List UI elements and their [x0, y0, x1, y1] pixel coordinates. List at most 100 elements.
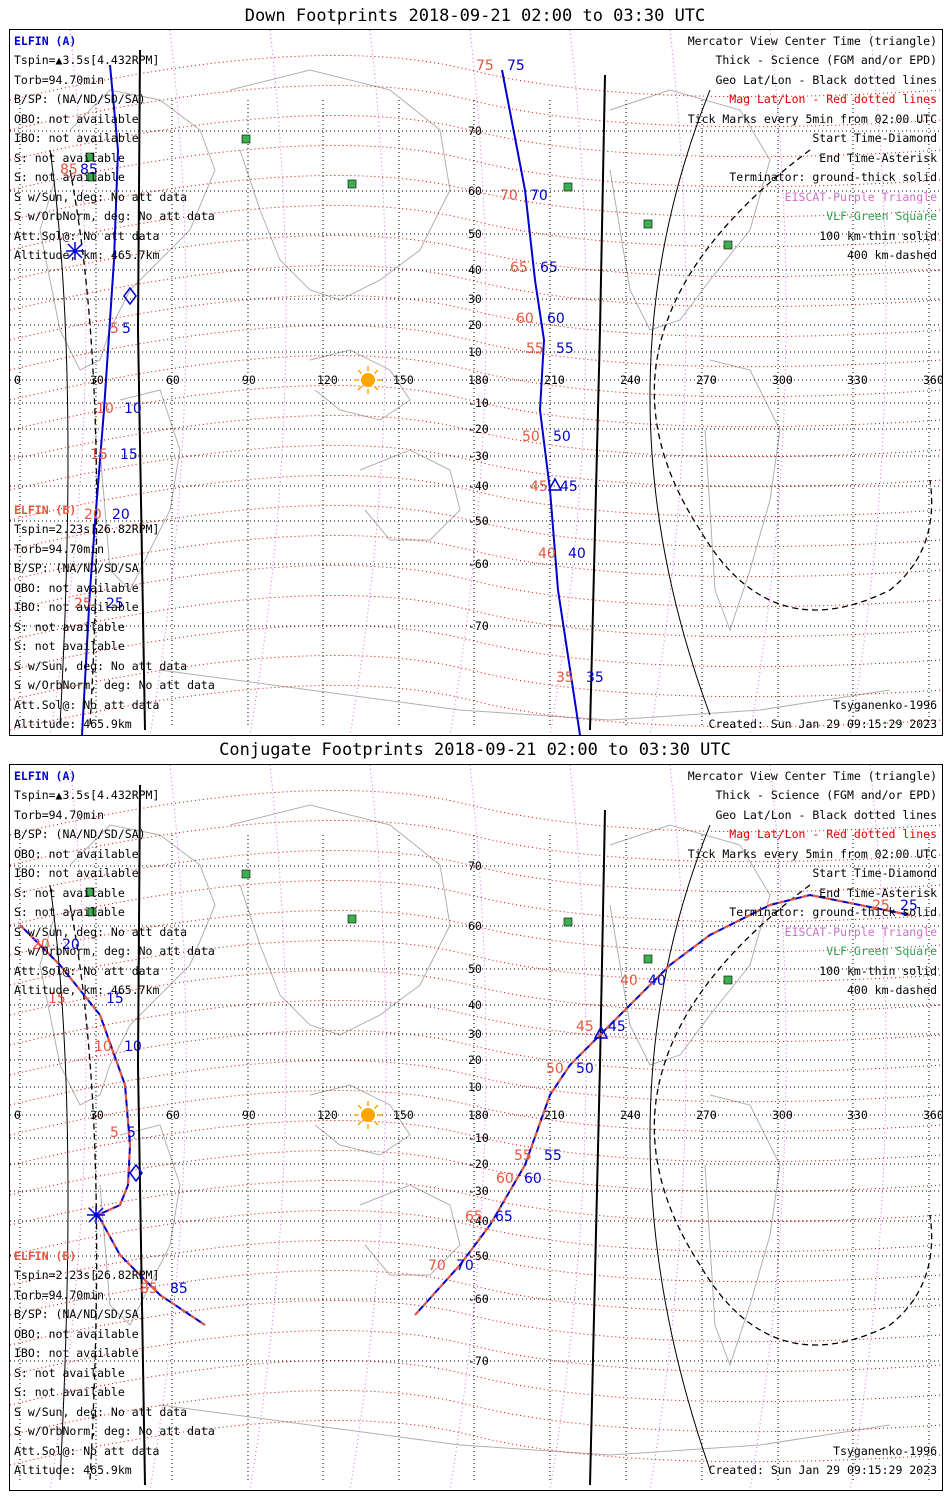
mag-longitude-line: [549, 765, 587, 1490]
latitude-tick-label: -20: [468, 1157, 489, 1171]
track-tick-label: 20: [112, 507, 130, 523]
elfin-b-track-east: [414, 893, 911, 1316]
track-tick-label: 25: [106, 596, 124, 612]
latitude-tick-label: 60: [468, 184, 482, 198]
center-time-triangle: [593, 1025, 609, 1039]
coastline-6: [704, 1094, 781, 1367]
elfin-b-label: ELFIN (B): [14, 1249, 77, 1263]
mag-latitude-line: [10, 879, 942, 926]
track-tick-label: 5: [110, 321, 119, 337]
latitude-tick-label: 20: [468, 318, 482, 332]
track-tick-label: 35: [586, 670, 604, 686]
track-tick-label: 50: [576, 1061, 594, 1077]
longitude-tick-label: 90: [242, 373, 256, 387]
mag-longitude-line: [349, 30, 387, 735]
latitude-tick-label: 70: [468, 124, 482, 138]
panel-title-conjugate: Conjugate Footprints 2018-09-21 02:00 to…: [219, 740, 731, 760]
end-time-asterisk: [87, 1206, 105, 1224]
elfin-b-s1: S: not available: [14, 620, 125, 634]
track-tick-label: 55: [514, 1148, 532, 1164]
coastline-2: [229, 69, 451, 301]
mag-latitude-line: [10, 1179, 942, 1226]
mag-latitude-line: [10, 174, 942, 221]
latitude-tick-label: 50: [468, 227, 482, 241]
longitude-tick-label: 0: [14, 373, 21, 387]
mag-latitude-line: [10, 504, 942, 551]
legend-geo: Geo Lat/Lon - Black dotted lines: [715, 808, 937, 822]
elfin-a-obo: OBO: not available: [14, 112, 139, 126]
mag-latitude-line: [10, 1299, 942, 1346]
map-canvas-down: 0 30 60 90 120 150 180 210 240 270 300 330 360 70 60 50…: [10, 30, 942, 735]
sun-icon: [354, 1101, 382, 1129]
mag-latitude-line: [10, 564, 942, 611]
track-tick-label: 25: [900, 898, 918, 914]
track-tick-label: 40: [620, 973, 638, 989]
terminator-400km-right: [653, 149, 933, 611]
legend-terminator: Terminator: ground-thick solid: [729, 170, 937, 184]
legend-thick: Thick - Science (FGM and/or EPD): [715, 53, 937, 67]
elfin-a-bsp: B/SP: (NA/ND/SD/SA): [14, 92, 146, 106]
track-tick-label: 55: [556, 341, 574, 357]
latitude-tick-label: 30: [468, 1027, 482, 1041]
mag-longitude-line: [249, 765, 287, 1490]
mag-longitude-line: [49, 30, 87, 735]
terminator-400km-right: [653, 884, 933, 1346]
mag-latitude-line: [10, 1059, 942, 1106]
latitude-tick-label: 30: [468, 292, 482, 306]
map-panel-conjugate: 0 30 60 90 120 150 180 210 240 270 300 330 360 70 60 50…: [9, 764, 943, 1491]
latitude-tick-label: 10: [468, 345, 482, 359]
elfin-a-torb: Torb=94.70min: [14, 808, 105, 822]
track-tick-label: 50: [546, 1061, 564, 1077]
track-tick-label: 60: [496, 1171, 514, 1187]
elfin-a-track-east: [501, 69, 581, 735]
mag-latitude-line: [10, 594, 942, 641]
latitude-tick-label: -20: [468, 422, 489, 436]
mag-latitude-line: [10, 999, 942, 1046]
terminator-100km-left: [49, 149, 69, 726]
track-tick-label: 70: [428, 1258, 446, 1274]
track-tick-label: 10: [124, 1039, 142, 1055]
track-tick-label: 55: [544, 1148, 562, 1164]
mag-longitude-line: [549, 30, 587, 735]
longitude-tick-label: 60: [166, 1108, 180, 1122]
mag-longitude-line: [749, 765, 787, 1490]
legend-thick: Thick - Science (FGM and/or EPD): [715, 788, 937, 802]
elfin-b-track-west: [19, 924, 206, 1326]
track-tick-label: 15: [120, 447, 138, 463]
track-tick-label: 55: [526, 341, 544, 357]
mag-latitude-line: [10, 684, 942, 731]
coastline-0: [39, 89, 216, 371]
longitude-tick-label: 360: [923, 1108, 942, 1122]
mag-longitude-line: [449, 30, 487, 735]
track-tick-label: 45: [560, 479, 578, 495]
elfin-b-att-sol: Att.Sol@: No att data: [14, 698, 160, 712]
elfin-b-obo: OBO: not available: [14, 1327, 139, 1341]
mag-latitude-line: [10, 1419, 942, 1466]
longitude-tick-label: 270: [696, 1108, 717, 1122]
model-name: Tsyganenko-1996: [833, 698, 937, 712]
elfin-a-att-sol: Att.Sol@: No att data: [14, 964, 160, 978]
track-tick-label: 60: [524, 1171, 542, 1187]
latitude-tick-label: 60: [468, 919, 482, 933]
longitude-tick-label: 150: [393, 373, 414, 387]
legend-start: Start Time-Diamond: [812, 866, 937, 880]
latitude-tick-label: 40: [468, 998, 482, 1012]
mag-latitude-line: [10, 939, 942, 986]
track-tick-label: 70: [500, 188, 518, 204]
mag-latitude-line: [10, 969, 942, 1016]
vlf-station-square: [85, 887, 95, 897]
mag-longitude-line: [849, 30, 887, 735]
mag-latitude-line: [10, 1209, 942, 1256]
longitude-tick-label: 180: [468, 1108, 489, 1122]
elfin-a-tspin: Tspin=▲3.5s[4.432RPM]: [14, 788, 160, 802]
legend-start: Start Time-Diamond: [812, 131, 937, 145]
terminator-400km-left: [69, 904, 98, 1481]
longitude-tick-label: 210: [544, 373, 565, 387]
track-tick-label: 85: [80, 162, 98, 178]
track-tick-label: 20: [62, 937, 80, 953]
longitude-tick-label: 210: [544, 1108, 565, 1122]
latitude-tick-label: -10: [468, 1131, 489, 1145]
model-name: Tsyganenko-1996: [833, 1444, 937, 1458]
elfin-a-label: ELFIN (A): [14, 769, 77, 783]
track-tick-label: 60: [516, 311, 534, 327]
